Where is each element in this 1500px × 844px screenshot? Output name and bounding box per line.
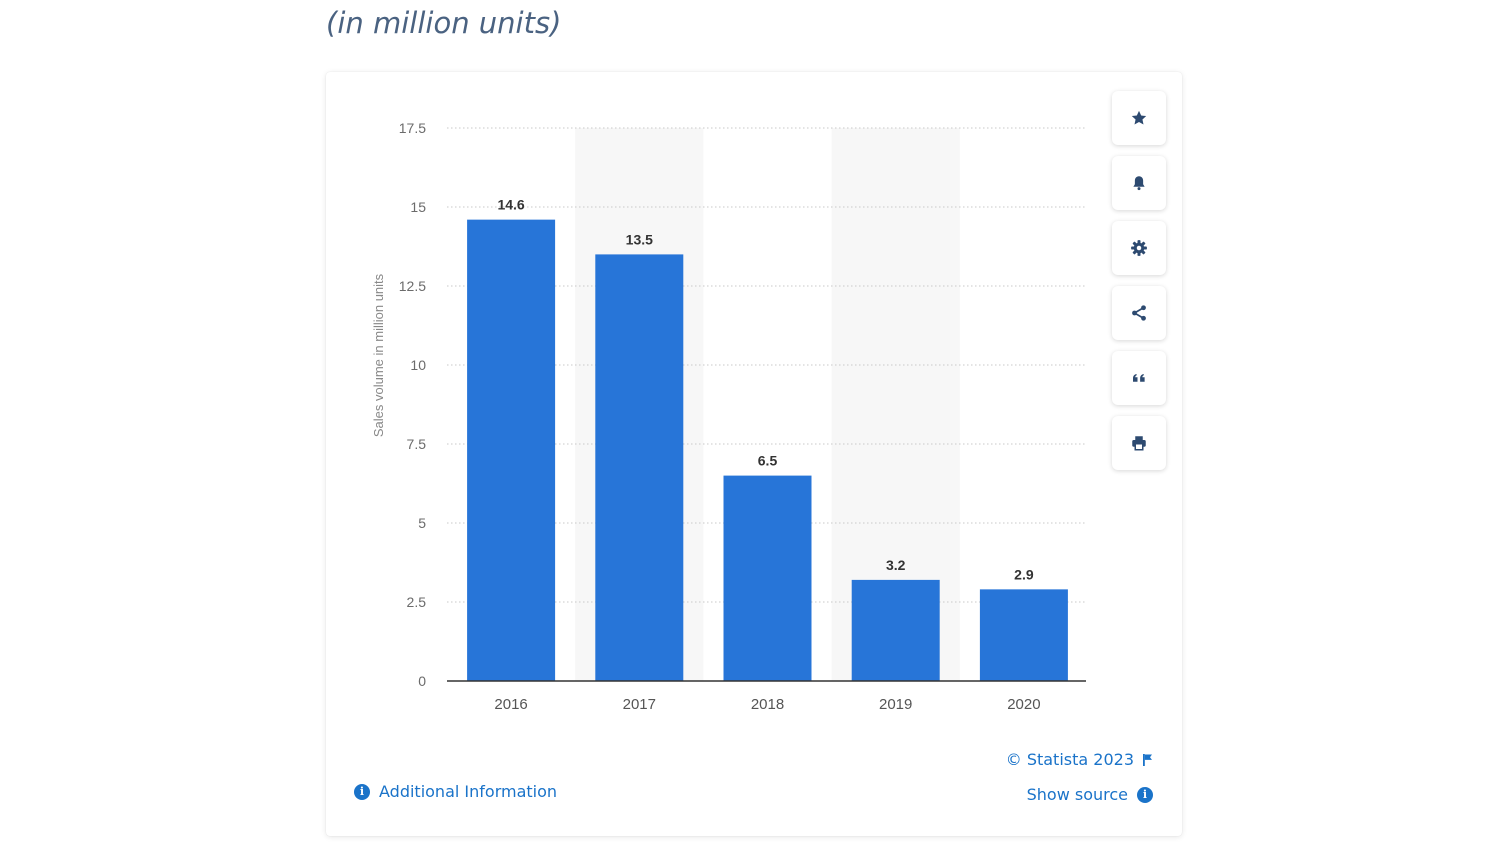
additional-information-label: Additional Information bbox=[379, 782, 558, 801]
info-icon: i bbox=[354, 783, 370, 800]
y-tick-label: 10 bbox=[410, 357, 426, 373]
info-icon: i bbox=[1137, 786, 1153, 803]
print-icon bbox=[1132, 436, 1146, 451]
copyright-label: © Statista 2023 bbox=[1005, 750, 1134, 769]
settings-button[interactable] bbox=[1112, 221, 1166, 275]
show-source-label: Show source bbox=[1026, 785, 1128, 804]
statista-copyright[interactable]: © Statista 2023 bbox=[1006, 750, 1153, 769]
y-tick-label: 12.5 bbox=[399, 278, 426, 294]
y-tick-label: 17.5 bbox=[399, 120, 426, 136]
gear-icon bbox=[1131, 240, 1147, 256]
y-tick-label: 0 bbox=[418, 673, 426, 689]
data-label: 2.9 bbox=[1014, 566, 1034, 582]
share-icon bbox=[1132, 305, 1146, 321]
print-button[interactable] bbox=[1112, 416, 1166, 470]
bar-chart: 0 2.5 5 7.5 10 12.5 15 17.5 14.6 2016 13.5 2017 6.5 2… bbox=[371, 120, 1086, 713]
bar bbox=[979, 589, 1068, 681]
chart-subtitle: (in million units) bbox=[326, 6, 562, 40]
data-label: 14.6 bbox=[497, 197, 524, 213]
data-label: 13.5 bbox=[626, 231, 653, 247]
bell-icon bbox=[1133, 176, 1145, 191]
x-tick-label: 2016 bbox=[494, 696, 527, 713]
y-tick-label: 7.5 bbox=[407, 436, 427, 452]
star-icon bbox=[1131, 110, 1147, 125]
x-tick-label: 2017 bbox=[623, 696, 656, 713]
notification-button[interactable] bbox=[1112, 156, 1166, 210]
x-tick-label: 2018 bbox=[751, 696, 784, 713]
bar bbox=[851, 579, 940, 681]
chart-actions bbox=[1112, 91, 1166, 481]
y-tick-label: 15 bbox=[410, 199, 426, 215]
cite-button[interactable] bbox=[1112, 351, 1166, 405]
show-source-link[interactable]: Show source i bbox=[1027, 785, 1153, 804]
bar bbox=[723, 475, 812, 681]
flag-icon bbox=[1142, 753, 1153, 766]
bar bbox=[467, 219, 556, 681]
additional-information-link[interactable]: i Additional Information bbox=[354, 782, 557, 801]
quote-icon bbox=[1133, 374, 1145, 382]
chart-card: 0 2.5 5 7.5 10 12.5 15 17.5 14.6 2016 13.5 2017 6.5 2… bbox=[326, 72, 1182, 836]
y-tick-label: 5 bbox=[418, 515, 426, 531]
x-tick-label: 2019 bbox=[879, 696, 912, 713]
favorite-button[interactable] bbox=[1112, 91, 1166, 145]
y-tick-label: 2.5 bbox=[407, 594, 427, 610]
y-axis-title: Sales volume in million units bbox=[371, 273, 386, 437]
x-tick-label: 2020 bbox=[1007, 696, 1040, 713]
share-button[interactable] bbox=[1112, 286, 1166, 340]
data-label: 6.5 bbox=[758, 453, 778, 469]
bar bbox=[595, 254, 684, 681]
data-label: 3.2 bbox=[886, 557, 906, 573]
